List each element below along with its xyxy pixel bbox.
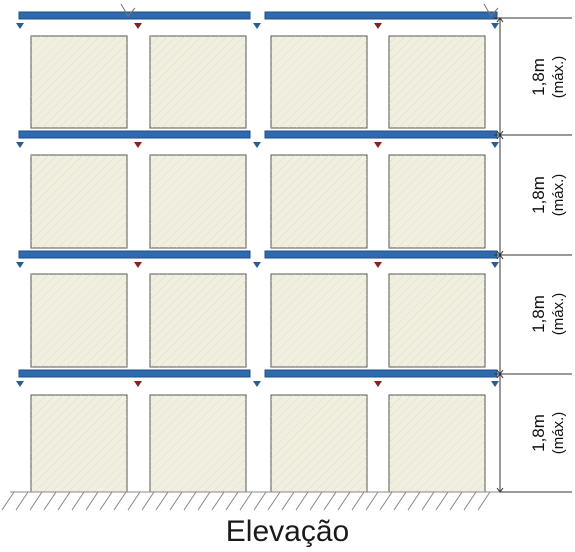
ground-hatch-stroke bbox=[156, 492, 168, 510]
elevation-caption: Elevação bbox=[0, 515, 575, 549]
level-2-height-label: 1,8m bbox=[529, 295, 548, 333]
beam-level-3-bay-1 bbox=[19, 131, 250, 138]
ground-hatch-stroke bbox=[380, 492, 392, 510]
upright-marker-1-4 bbox=[374, 381, 382, 387]
ground-hatch-stroke bbox=[338, 492, 350, 510]
upright-marker-4-2 bbox=[134, 23, 142, 29]
ground-hatch-stroke bbox=[58, 492, 70, 510]
pallet-hatch-level-1-pos-3 bbox=[271, 395, 367, 492]
upright-marker-2-5 bbox=[491, 262, 499, 268]
beam-level-3-bay-2 bbox=[265, 131, 497, 138]
upright-marker-3-1 bbox=[16, 142, 24, 148]
upright-marker-3-3 bbox=[253, 142, 261, 148]
ground-hatch-stroke bbox=[310, 492, 322, 510]
pallet-hatch-level-2-pos-4 bbox=[389, 274, 485, 367]
ground-hatch-stroke bbox=[198, 492, 210, 510]
pallet-hatch-level-4-pos-3 bbox=[271, 36, 367, 128]
ground-hatch-stroke bbox=[408, 492, 420, 510]
ground-hatch-stroke bbox=[44, 492, 56, 510]
upright-marker-1-2 bbox=[134, 381, 142, 387]
pallet-hatch-level-4-pos-2 bbox=[150, 36, 246, 128]
pallet-hatch-level-1-pos-2 bbox=[150, 395, 246, 492]
pallet-hatch-level-3-pos-4 bbox=[389, 155, 485, 248]
ground-hatch-stroke bbox=[422, 492, 434, 510]
ground-hatch-stroke bbox=[170, 492, 182, 510]
pallet-hatch-level-3-pos-2 bbox=[150, 155, 246, 248]
level-1-max-note: (máx.) bbox=[550, 412, 567, 455]
pallet-hatch-level-1-pos-4 bbox=[389, 395, 485, 492]
pallet-hatch-level-4-pos-4 bbox=[389, 36, 485, 128]
beam-level-1-bay-2 bbox=[265, 370, 497, 377]
pallet-hatch-level-3-pos-1 bbox=[31, 155, 127, 248]
ground-hatch-stroke bbox=[30, 492, 42, 510]
ground-hatch-stroke bbox=[296, 492, 308, 510]
ground-hatch-stroke bbox=[366, 492, 378, 510]
ground-hatch-stroke bbox=[268, 492, 280, 510]
beam-level-1-bay-1 bbox=[19, 370, 250, 377]
ground-hatch-stroke bbox=[464, 492, 476, 510]
level-4-height-label: 1,8m bbox=[529, 58, 548, 96]
upright-marker-4-1 bbox=[16, 23, 24, 29]
upright-marker-2-1 bbox=[16, 262, 24, 268]
pallet-hatch-level-2-pos-3 bbox=[271, 274, 367, 367]
upright-marker-1-5 bbox=[491, 381, 499, 387]
upright-marker-4-5 bbox=[491, 23, 499, 29]
upright-marker-1-3 bbox=[253, 381, 261, 387]
beam-level-2-bay-2 bbox=[265, 251, 497, 258]
ground-hatch-stroke bbox=[2, 492, 14, 510]
ground-hatch-stroke bbox=[114, 492, 126, 510]
upright-marker-4-4 bbox=[374, 23, 382, 29]
ground-hatch-stroke bbox=[324, 492, 336, 510]
upright-marker-4-3 bbox=[253, 23, 261, 29]
ground-hatch-stroke bbox=[16, 492, 28, 510]
pallet-hatch-level-2-pos-2 bbox=[150, 274, 246, 367]
ground-hatch-stroke bbox=[184, 492, 196, 510]
upright-marker-3-4 bbox=[374, 142, 382, 148]
ground-hatch-stroke bbox=[436, 492, 448, 510]
pallet-hatch-level-4-pos-1 bbox=[31, 36, 127, 128]
ground-hatch-stroke bbox=[450, 492, 462, 510]
beam-level-2-bay-1 bbox=[19, 251, 250, 258]
ground-hatch-stroke bbox=[282, 492, 294, 510]
level-1-height-label: 1,8m bbox=[529, 414, 548, 452]
level-3-max-note: (máx.) bbox=[550, 174, 567, 217]
ground-hatch-stroke bbox=[128, 492, 140, 510]
ground-hatch-stroke bbox=[226, 492, 238, 510]
ground-hatch-stroke bbox=[240, 492, 252, 510]
upright-marker-2-4 bbox=[374, 262, 382, 268]
pallet-hatch-level-1-pos-1 bbox=[31, 395, 127, 492]
upright-marker-3-2 bbox=[134, 142, 142, 148]
level-3-height-label: 1,8m bbox=[529, 176, 548, 214]
beam-level-4-bay-2 bbox=[265, 12, 497, 19]
upright-marker-2-2 bbox=[134, 262, 142, 268]
ground-hatch-stroke bbox=[72, 492, 84, 510]
level-2-max-note: (máx.) bbox=[550, 293, 567, 336]
upright-marker-3-5 bbox=[491, 142, 499, 148]
ground-hatch-stroke bbox=[254, 492, 266, 510]
ground-hatch-stroke bbox=[86, 492, 98, 510]
pallet-hatch-level-3-pos-3 bbox=[271, 155, 367, 248]
level-4-max-note: (máx.) bbox=[550, 56, 567, 99]
ground-hatch-stroke bbox=[142, 492, 154, 510]
beam-level-4-bay-1 bbox=[19, 12, 250, 19]
ground-hatch-stroke bbox=[212, 492, 224, 510]
upright-marker-1-1 bbox=[16, 381, 24, 387]
ground-hatch-stroke bbox=[100, 492, 112, 510]
upright-marker-2-3 bbox=[253, 262, 261, 268]
ground bbox=[2, 492, 500, 510]
ground-hatch-stroke bbox=[394, 492, 406, 510]
ground-hatch-stroke bbox=[352, 492, 364, 510]
ground-hatch-stroke bbox=[478, 492, 490, 510]
pallet-hatch-level-2-pos-1 bbox=[31, 274, 127, 367]
